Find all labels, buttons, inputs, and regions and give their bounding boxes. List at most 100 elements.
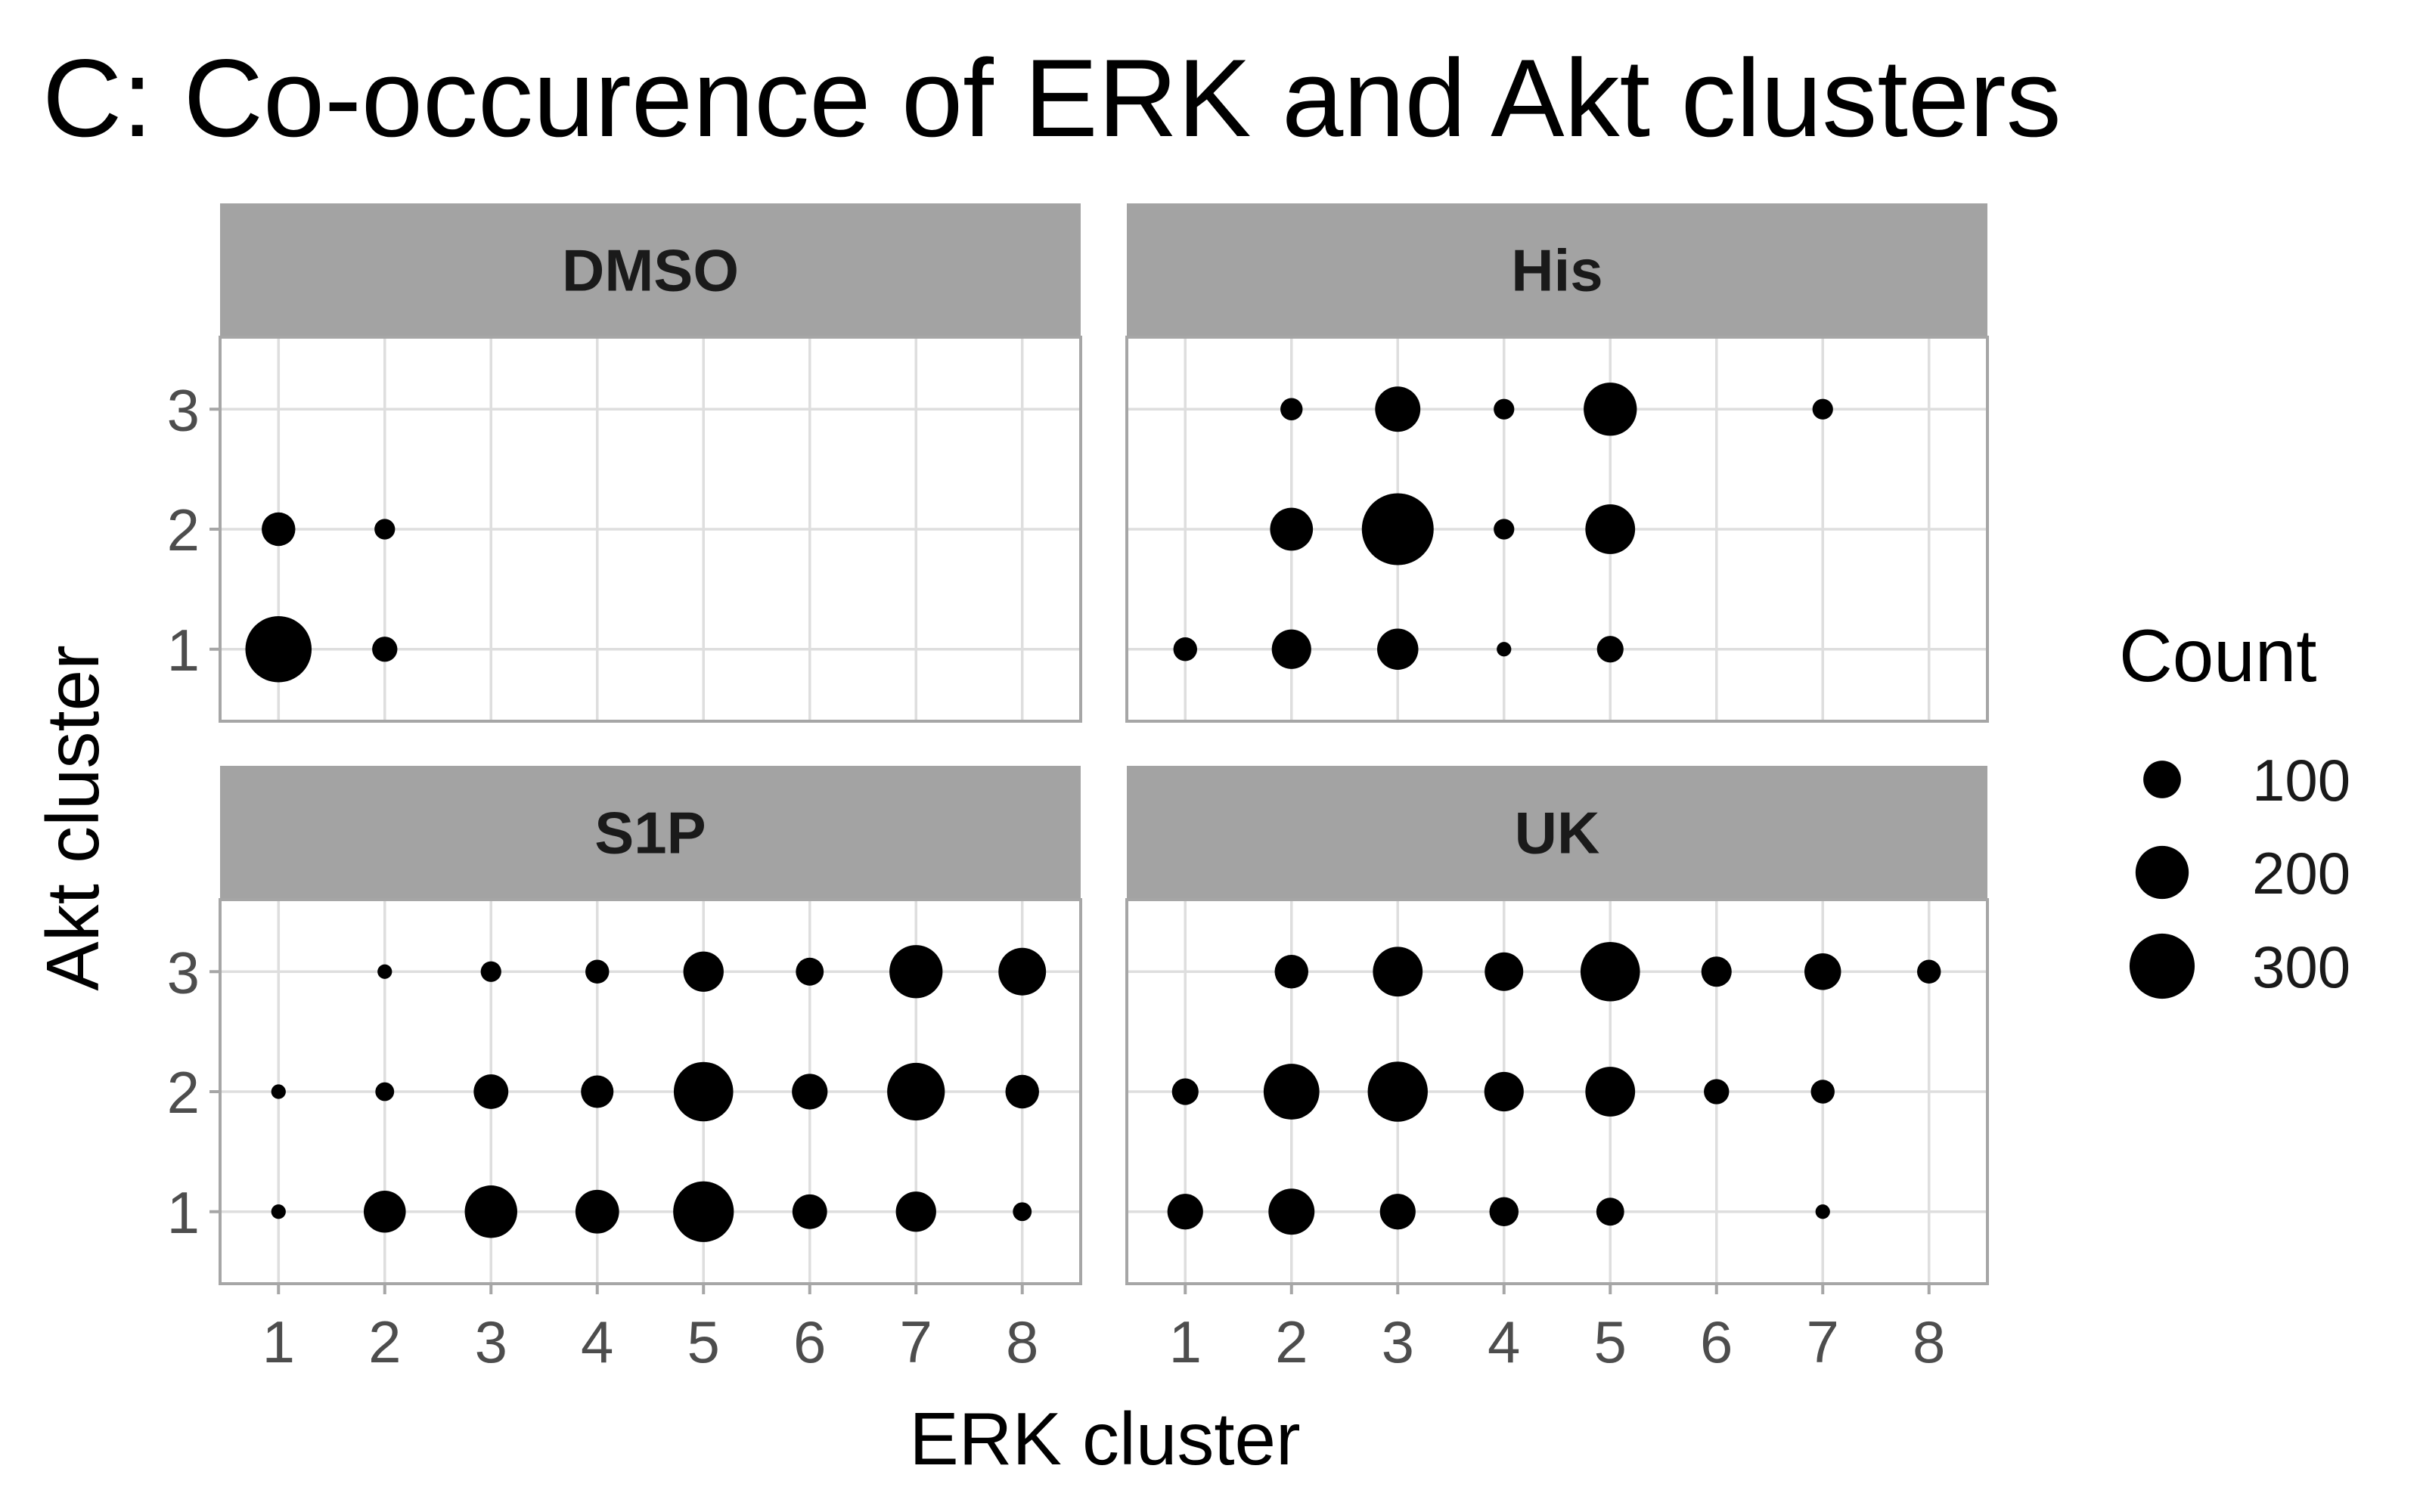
data-point bbox=[1596, 636, 1624, 663]
data-point bbox=[1375, 386, 1421, 432]
data-point bbox=[1361, 493, 1434, 565]
data-point bbox=[1377, 628, 1419, 670]
y-tick-label: 3 bbox=[167, 376, 200, 443]
facet-strip bbox=[220, 203, 1081, 337]
x-tick-label: 1 bbox=[1169, 1309, 1202, 1375]
legend-key-circle bbox=[2143, 761, 2181, 798]
legend-entry-label: 200 bbox=[2252, 840, 2350, 906]
data-point bbox=[1171, 1078, 1199, 1105]
data-point bbox=[581, 1075, 614, 1108]
legend-key-circle bbox=[2129, 933, 2195, 999]
data-point bbox=[673, 1061, 734, 1122]
data-point bbox=[1810, 1080, 1835, 1104]
data-point bbox=[1596, 1198, 1624, 1226]
data-point bbox=[1494, 398, 1515, 420]
facet-strip-label: UK bbox=[1515, 800, 1600, 866]
data-point bbox=[1268, 1188, 1315, 1235]
data-point bbox=[1584, 383, 1637, 436]
y-tick-label: 1 bbox=[167, 1179, 200, 1246]
data-point bbox=[887, 1062, 945, 1121]
data-point bbox=[464, 1185, 517, 1238]
data-point bbox=[375, 1082, 395, 1101]
data-point bbox=[1585, 1067, 1636, 1117]
chart-title: C: Co-occurence of ERK and Akt clusters bbox=[42, 36, 2062, 160]
y-axis-title: Akt cluster bbox=[31, 645, 114, 990]
x-tick-label: 5 bbox=[1594, 1309, 1627, 1375]
x-tick-label: 8 bbox=[1006, 1309, 1038, 1375]
data-point bbox=[363, 1190, 406, 1233]
data-point bbox=[683, 951, 724, 992]
data-point bbox=[1271, 629, 1311, 669]
data-point bbox=[1373, 947, 1423, 997]
legend-title: Count bbox=[2119, 614, 2317, 697]
data-point bbox=[374, 519, 396, 540]
x-tick-label: 5 bbox=[687, 1309, 720, 1375]
x-tick-label: 4 bbox=[581, 1309, 613, 1375]
data-point bbox=[1812, 398, 1833, 420]
data-point bbox=[1704, 1079, 1730, 1105]
y-tick-label: 2 bbox=[167, 497, 200, 563]
data-point bbox=[575, 1189, 619, 1234]
x-tick-label: 3 bbox=[475, 1309, 507, 1375]
data-point bbox=[998, 947, 1047, 996]
data-point bbox=[1494, 519, 1515, 540]
data-point bbox=[1379, 1194, 1416, 1230]
data-point bbox=[1005, 1074, 1039, 1109]
facet-panels: DMSO 1 2 3 His S1P 1 2 3 1 2 3 4 5 6 7 8 UK 1 2 3 4 5 6 7 8 bbox=[167, 203, 1989, 1375]
x-tick-label: 6 bbox=[793, 1309, 826, 1375]
data-point bbox=[1263, 1064, 1320, 1120]
y-tick-label: 3 bbox=[167, 939, 200, 1005]
data-point bbox=[1804, 953, 1841, 990]
x-tick-label: 8 bbox=[1913, 1309, 1945, 1375]
facet-strip bbox=[1127, 766, 1987, 900]
data-point bbox=[1484, 1071, 1524, 1112]
data-point bbox=[1917, 959, 1941, 984]
facet-strip bbox=[220, 766, 1081, 900]
data-point bbox=[1585, 504, 1636, 554]
data-point bbox=[377, 964, 392, 979]
data-point bbox=[271, 1084, 286, 1099]
facet-strip bbox=[1127, 203, 1987, 337]
x-tick-label: 2 bbox=[1275, 1309, 1308, 1375]
x-tick-label: 6 bbox=[1700, 1309, 1733, 1375]
data-point bbox=[1497, 642, 1512, 657]
y-tick-label: 2 bbox=[167, 1059, 200, 1126]
data-point bbox=[271, 1204, 286, 1219]
data-point bbox=[372, 637, 398, 662]
data-point bbox=[1485, 952, 1524, 991]
data-point bbox=[889, 945, 943, 999]
x-tick-label: 1 bbox=[262, 1309, 295, 1375]
facet-strip-label: S1P bbox=[594, 800, 706, 866]
data-point bbox=[1173, 637, 1197, 662]
legend-entry-label: 300 bbox=[2252, 934, 2350, 1000]
data-point bbox=[792, 1074, 828, 1110]
data-point bbox=[1489, 1197, 1519, 1227]
data-point bbox=[895, 1191, 936, 1232]
data-point bbox=[1580, 941, 1640, 1002]
data-point bbox=[796, 957, 824, 986]
data-point bbox=[1701, 956, 1732, 987]
x-tick-label: 4 bbox=[1488, 1309, 1520, 1375]
facet-strip-label: DMSO bbox=[562, 237, 739, 304]
data-point bbox=[673, 1181, 734, 1242]
data-point bbox=[1274, 955, 1309, 989]
x-axis-title: ERK cluster bbox=[909, 1397, 1300, 1480]
data-point bbox=[585, 959, 610, 984]
data-point bbox=[792, 1194, 827, 1229]
size-legend: Count 100 200 300 bbox=[2119, 614, 2350, 1000]
legend-entry-label: 100 bbox=[2252, 747, 2350, 813]
x-tick-label: 7 bbox=[1807, 1309, 1839, 1375]
data-point bbox=[1167, 1194, 1203, 1230]
x-tick-label: 7 bbox=[900, 1309, 932, 1375]
y-tick-label: 1 bbox=[167, 617, 200, 683]
data-point bbox=[1367, 1061, 1428, 1122]
panel-border bbox=[1125, 898, 1989, 1285]
data-point bbox=[1280, 398, 1303, 420]
legend-key-circle bbox=[2135, 845, 2189, 900]
data-point bbox=[1013, 1202, 1032, 1222]
panel-border bbox=[1125, 336, 1989, 723]
data-point bbox=[480, 961, 501, 982]
data-point bbox=[473, 1074, 509, 1109]
data-point bbox=[262, 512, 296, 547]
